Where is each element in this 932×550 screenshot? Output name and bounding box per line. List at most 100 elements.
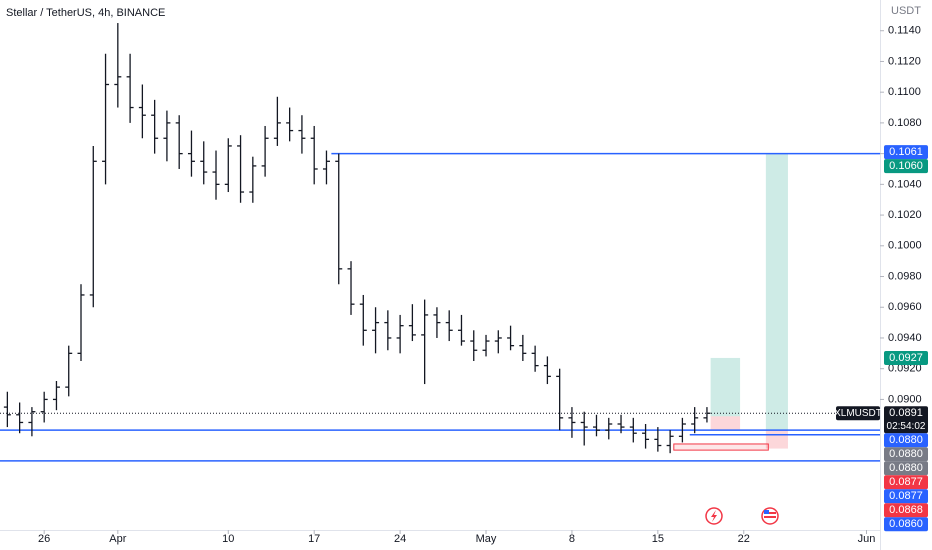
- x-tick-label: May: [476, 533, 497, 545]
- candle: [543, 356, 551, 385]
- flag-canton: [764, 510, 769, 514]
- candle: [678, 417, 686, 443]
- x-tick-label: 10: [222, 533, 234, 545]
- candle: [580, 411, 588, 446]
- current-price-tag: [884, 406, 928, 434]
- candle: [16, 402, 24, 434]
- x-tick-label: 8: [569, 533, 575, 545]
- candle: [40, 391, 48, 423]
- event-icon[interactable]: [705, 507, 723, 525]
- x-tick-label: 15: [652, 533, 664, 545]
- candle: [617, 414, 625, 434]
- candle: [666, 430, 674, 454]
- candle: [77, 284, 85, 362]
- candle: [89, 145, 97, 308]
- price-tag: [884, 461, 928, 476]
- x-tick-label: Jun: [858, 533, 876, 545]
- lightning-icon: [711, 510, 717, 522]
- candle: [691, 407, 699, 434]
- candle: [482, 334, 490, 357]
- price-tag-label: 0.0877: [889, 490, 923, 502]
- y-tick-label: 0.0940: [888, 332, 922, 344]
- symbol-tag: [836, 406, 880, 421]
- price-tag-label: 0.0877: [889, 476, 923, 488]
- candle: [359, 294, 367, 346]
- position-target: [765, 153, 788, 431]
- flag-stripe: [764, 512, 776, 514]
- candle: [322, 150, 330, 185]
- price-tag-label: 0.0880: [889, 462, 923, 474]
- candle: [65, 345, 73, 397]
- y-tick-label: 0.0960: [888, 301, 922, 313]
- symbol-label: XLMUSDT: [834, 408, 882, 419]
- price-tag: [884, 433, 928, 448]
- candle: [396, 314, 404, 354]
- y-tick-label: 0.1100: [888, 86, 921, 98]
- price-tag: [884, 517, 928, 532]
- y-tick-label: 0.1140: [888, 25, 921, 37]
- price-tag-label: 0.1060: [889, 160, 923, 172]
- y-tick-label: 0.0900: [888, 393, 922, 405]
- candle: [494, 330, 502, 354]
- candle: [531, 345, 539, 372]
- candle: [249, 156, 257, 203]
- candle: [556, 368, 564, 431]
- candle: [445, 310, 453, 342]
- x-tick-label: Apr: [109, 533, 126, 545]
- countdown-label: 02:54:02: [887, 421, 926, 432]
- candle: [224, 138, 232, 193]
- chart-title: Stellar / TetherUS, 4h, BINANCE: [6, 7, 165, 19]
- y-tick-label: 0.0920: [888, 363, 922, 375]
- candle: [592, 414, 600, 437]
- y-tick-label: 0.1020: [888, 209, 922, 221]
- candle: [151, 99, 159, 154]
- candle: [212, 150, 220, 200]
- y-tick-label: 0.1040: [888, 178, 922, 190]
- candle: [261, 125, 269, 177]
- price-tag: [884, 503, 928, 518]
- candle: [175, 115, 183, 169]
- us-event-icon[interactable]: [761, 507, 779, 525]
- price-tag-label: 0.0880: [889, 434, 923, 446]
- zone-rect: [673, 443, 769, 451]
- x-tick-label: 22: [738, 533, 750, 545]
- position-target: [710, 357, 741, 417]
- price-tag-label: 0.0868: [889, 504, 923, 516]
- candle: [237, 135, 245, 203]
- candle: [310, 125, 318, 185]
- candle: [200, 141, 208, 185]
- candle: [421, 299, 429, 385]
- candle: [408, 304, 416, 342]
- candle: [187, 130, 195, 177]
- x-tick-label: 17: [308, 533, 320, 545]
- position-stop: [710, 416, 741, 431]
- price-tag: [884, 475, 928, 490]
- candle: [3, 391, 11, 428]
- candle: [457, 314, 465, 346]
- candle: [568, 407, 576, 438]
- candle: [138, 84, 146, 139]
- candle: [629, 417, 637, 443]
- candle: [519, 334, 527, 362]
- candle: [28, 407, 36, 437]
- candle: [52, 380, 60, 411]
- candle: [507, 325, 515, 351]
- candle: [384, 310, 392, 351]
- x-tick-label: 26: [38, 533, 50, 545]
- candle: [163, 110, 171, 162]
- position-stop: [765, 430, 788, 449]
- price-tag: [884, 489, 928, 504]
- price-tag: [884, 447, 928, 462]
- price-tag-label: 0.1061: [889, 146, 923, 158]
- flag-stripe: [764, 516, 776, 518]
- price-tag-label: 0.0927: [889, 352, 923, 364]
- candle: [273, 96, 281, 146]
- candle: [605, 417, 613, 440]
- price-tag: [884, 145, 928, 160]
- current-price-label: 0.0891: [889, 407, 923, 419]
- candle: [286, 107, 294, 142]
- candle: [654, 427, 662, 452]
- y-tick-label: 0.1080: [888, 117, 922, 129]
